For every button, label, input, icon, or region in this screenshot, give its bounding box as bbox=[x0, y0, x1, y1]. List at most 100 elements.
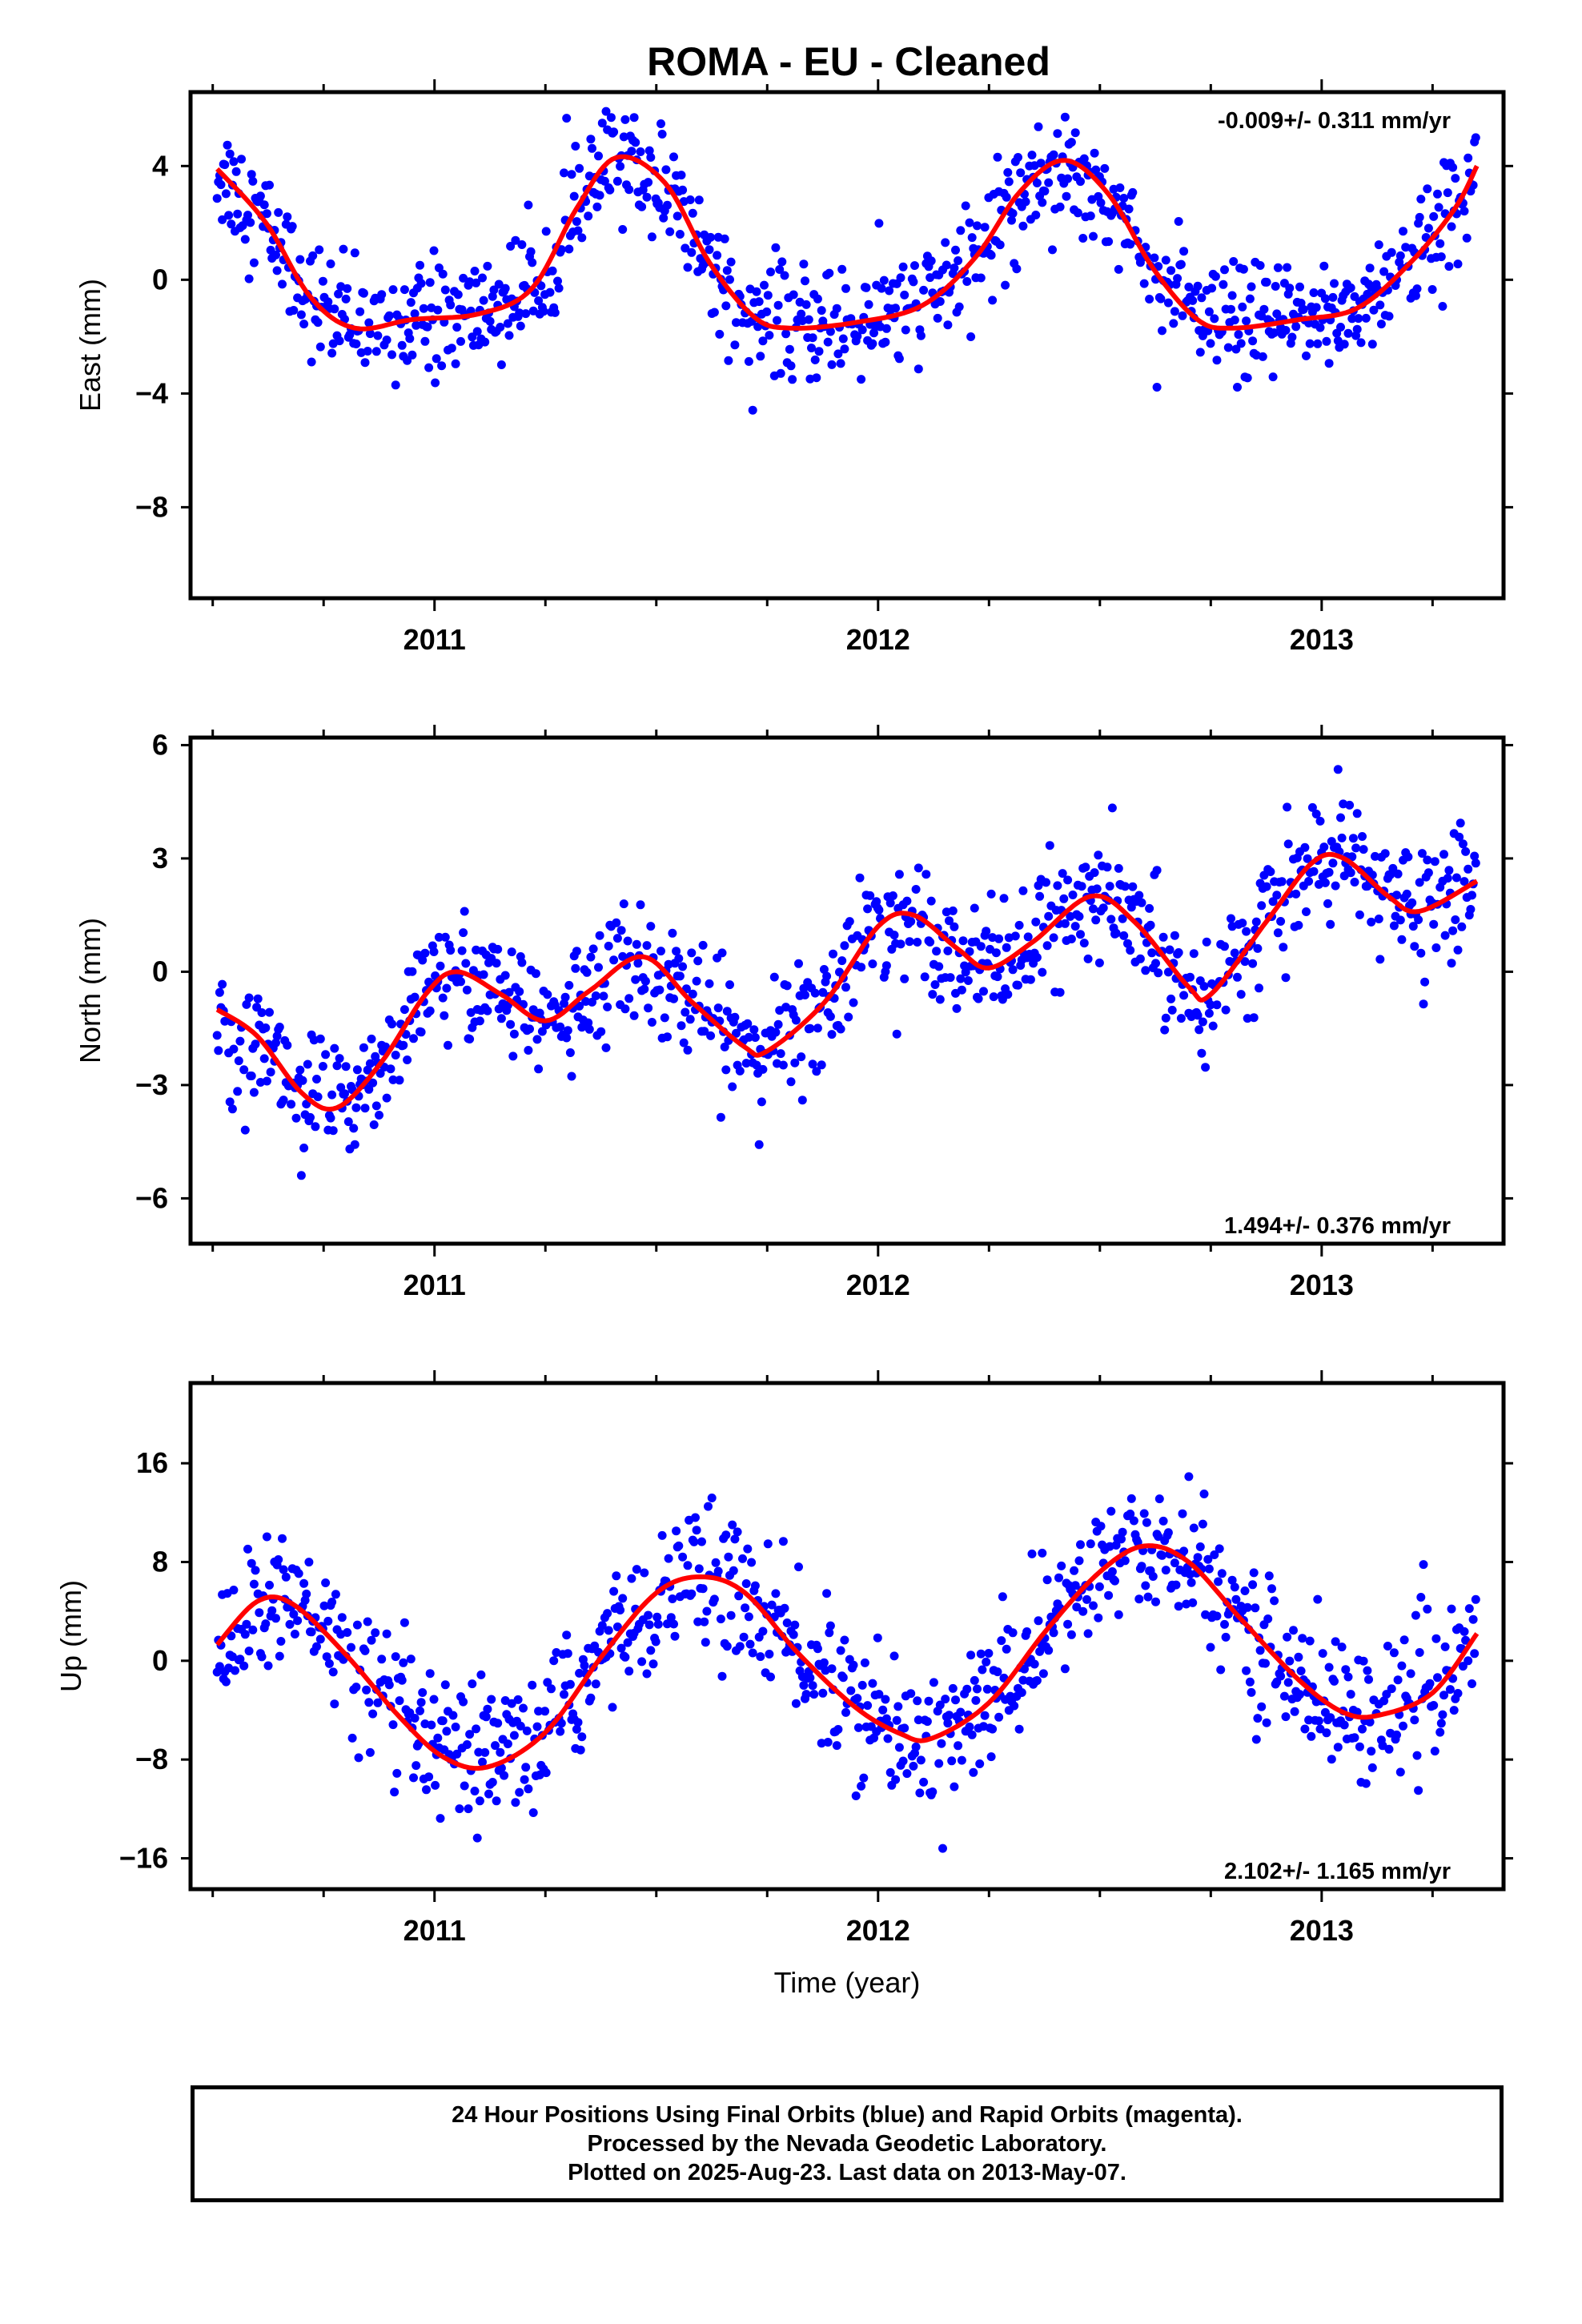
north-data-point bbox=[1204, 1008, 1214, 1018]
east-data-point bbox=[231, 167, 241, 176]
up-data-point bbox=[390, 1787, 400, 1797]
up-data-point bbox=[427, 1720, 436, 1730]
east-data-point bbox=[262, 209, 271, 219]
north-data-point bbox=[900, 974, 909, 983]
east-x-tick-label: 2013 bbox=[1290, 623, 1354, 656]
east-data-point bbox=[1423, 184, 1432, 194]
up-data-point bbox=[1072, 1602, 1082, 1612]
up-data-point bbox=[440, 1680, 450, 1690]
up-data-point bbox=[951, 1695, 960, 1705]
east-data-point bbox=[1415, 212, 1424, 222]
east-data-point bbox=[1369, 305, 1379, 315]
north-data-point bbox=[632, 939, 641, 949]
up-data-point bbox=[1399, 1721, 1407, 1731]
up-rate: 2.102+/- 1.165 mm/yr bbox=[1224, 1859, 1451, 1884]
up-data-point bbox=[1410, 1715, 1419, 1725]
up-data-point bbox=[1367, 1747, 1376, 1756]
north-data-point bbox=[612, 918, 621, 927]
north-data-point bbox=[375, 1068, 385, 1078]
north-data-point bbox=[1174, 948, 1183, 957]
up-data-point bbox=[438, 1716, 448, 1726]
east-data-point bbox=[1076, 177, 1085, 187]
up-data-point bbox=[878, 1705, 888, 1715]
east-data-point bbox=[1230, 316, 1239, 325]
east-data-point bbox=[459, 273, 468, 283]
north-data-point bbox=[668, 928, 677, 938]
east-x-tick-label: 2012 bbox=[846, 623, 910, 656]
up-data-point bbox=[683, 1561, 693, 1570]
up-data-point bbox=[809, 1690, 819, 1699]
north-data-point bbox=[1345, 800, 1355, 810]
north-data-point bbox=[1094, 958, 1104, 967]
north-data-point bbox=[1126, 946, 1135, 955]
north-data-point bbox=[315, 1034, 325, 1043]
east-data-point bbox=[496, 323, 505, 332]
east-data-point bbox=[432, 354, 441, 364]
north-data-point bbox=[1451, 915, 1460, 924]
up-data-point bbox=[1107, 1567, 1117, 1576]
north-data-point bbox=[504, 987, 514, 997]
up-data-point bbox=[1431, 1634, 1441, 1643]
east-data-point bbox=[961, 201, 970, 211]
north-data-point bbox=[1059, 894, 1069, 903]
up-data-point bbox=[1032, 1676, 1042, 1685]
north-data-point bbox=[312, 1075, 321, 1084]
up-data-point bbox=[966, 1651, 976, 1660]
east-data-point bbox=[1119, 194, 1129, 203]
east-data-point bbox=[765, 331, 774, 340]
east-data-point bbox=[1375, 300, 1385, 310]
east-data-point bbox=[853, 332, 862, 341]
up-data-point bbox=[484, 1789, 493, 1799]
east-data-point bbox=[606, 113, 616, 123]
up-data-point bbox=[693, 1617, 703, 1626]
up-data-point bbox=[881, 1695, 890, 1704]
east-data-point bbox=[780, 271, 789, 280]
north-data-point bbox=[902, 896, 912, 906]
up-data-point bbox=[496, 1763, 506, 1773]
north-data-point bbox=[1355, 910, 1364, 919]
north-data-point bbox=[1202, 937, 1211, 947]
north-data-point bbox=[681, 1007, 690, 1017]
up-data-point bbox=[874, 1690, 884, 1699]
up-data-point bbox=[239, 1661, 249, 1671]
east-data-point bbox=[1128, 187, 1138, 197]
up-data-point bbox=[1129, 1516, 1138, 1526]
north-data-point bbox=[343, 1117, 353, 1127]
east-data-point bbox=[773, 300, 783, 310]
up-data-point bbox=[262, 1532, 271, 1542]
up-y-tick-label: 16 bbox=[136, 1446, 168, 1479]
east-data-point bbox=[1339, 340, 1349, 349]
north-data-point bbox=[565, 1048, 575, 1057]
up-data-point bbox=[1296, 1667, 1306, 1675]
north-data-point bbox=[403, 1055, 412, 1064]
up-data-point bbox=[1327, 1755, 1336, 1764]
east-data-point bbox=[218, 215, 227, 224]
up-fit-line bbox=[215, 1543, 1480, 1771]
north-data-point bbox=[507, 947, 516, 957]
east-data-point bbox=[299, 320, 309, 329]
east-data-point bbox=[453, 290, 463, 300]
up-data-point bbox=[733, 1527, 742, 1537]
up-data-point bbox=[520, 1775, 529, 1784]
up-data-point bbox=[365, 1747, 375, 1757]
north-data-point bbox=[1470, 851, 1480, 861]
up-data-point bbox=[1382, 1690, 1391, 1699]
up-data-point bbox=[500, 1771, 509, 1780]
up-data-point bbox=[425, 1669, 435, 1679]
north-data-point bbox=[1233, 972, 1242, 982]
up-data-point bbox=[818, 1688, 828, 1698]
up-data-point bbox=[516, 1721, 525, 1731]
north-data-point bbox=[1277, 877, 1287, 887]
east-data-point bbox=[545, 287, 555, 297]
up-data-point bbox=[1083, 1629, 1093, 1638]
east-data-point bbox=[1195, 348, 1205, 357]
north-data-point bbox=[1347, 852, 1357, 862]
north-data-point bbox=[1430, 857, 1439, 866]
north-data-point bbox=[577, 1023, 587, 1032]
up-data-point bbox=[984, 1649, 994, 1658]
north-data-point bbox=[460, 907, 469, 916]
north-data-point bbox=[619, 899, 628, 909]
north-data-point bbox=[926, 937, 935, 947]
up-data-point bbox=[412, 1761, 421, 1771]
